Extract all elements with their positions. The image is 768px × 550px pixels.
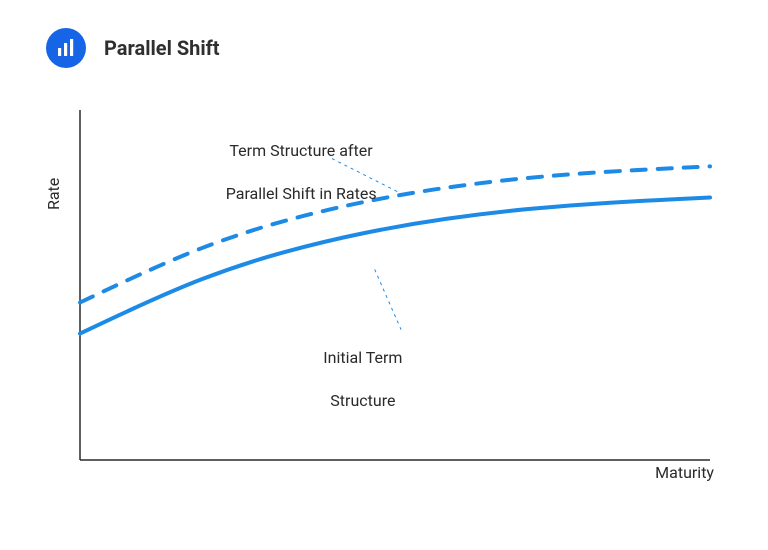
shifted-curve-label-line1: Term Structure after — [229, 141, 372, 160]
chart-svg — [60, 100, 720, 500]
header: Parallel Shift — [46, 28, 220, 68]
initial-curve-label-line1: Initial Term — [323, 348, 402, 367]
page-title: Parallel Shift — [104, 36, 220, 60]
chart-icon — [46, 28, 86, 68]
initial-curve-label-line2: Structure — [330, 391, 395, 410]
initial-curve-label: Initial Term Structure — [299, 325, 402, 433]
bar-chart-glyph — [56, 38, 76, 58]
y-axis-label: Rate — [44, 178, 63, 210]
shifted-curve-label: Term Structure after Parallel Shift in R… — [202, 118, 377, 226]
x-axis-label: Maturity — [655, 463, 714, 482]
shifted-curve-label-line2: Parallel Shift in Rates — [226, 184, 377, 203]
chart-area: Rate Maturity Term Structure after Paral… — [60, 100, 720, 500]
page: Parallel Shift Rate Maturity Term Struct… — [0, 0, 768, 550]
